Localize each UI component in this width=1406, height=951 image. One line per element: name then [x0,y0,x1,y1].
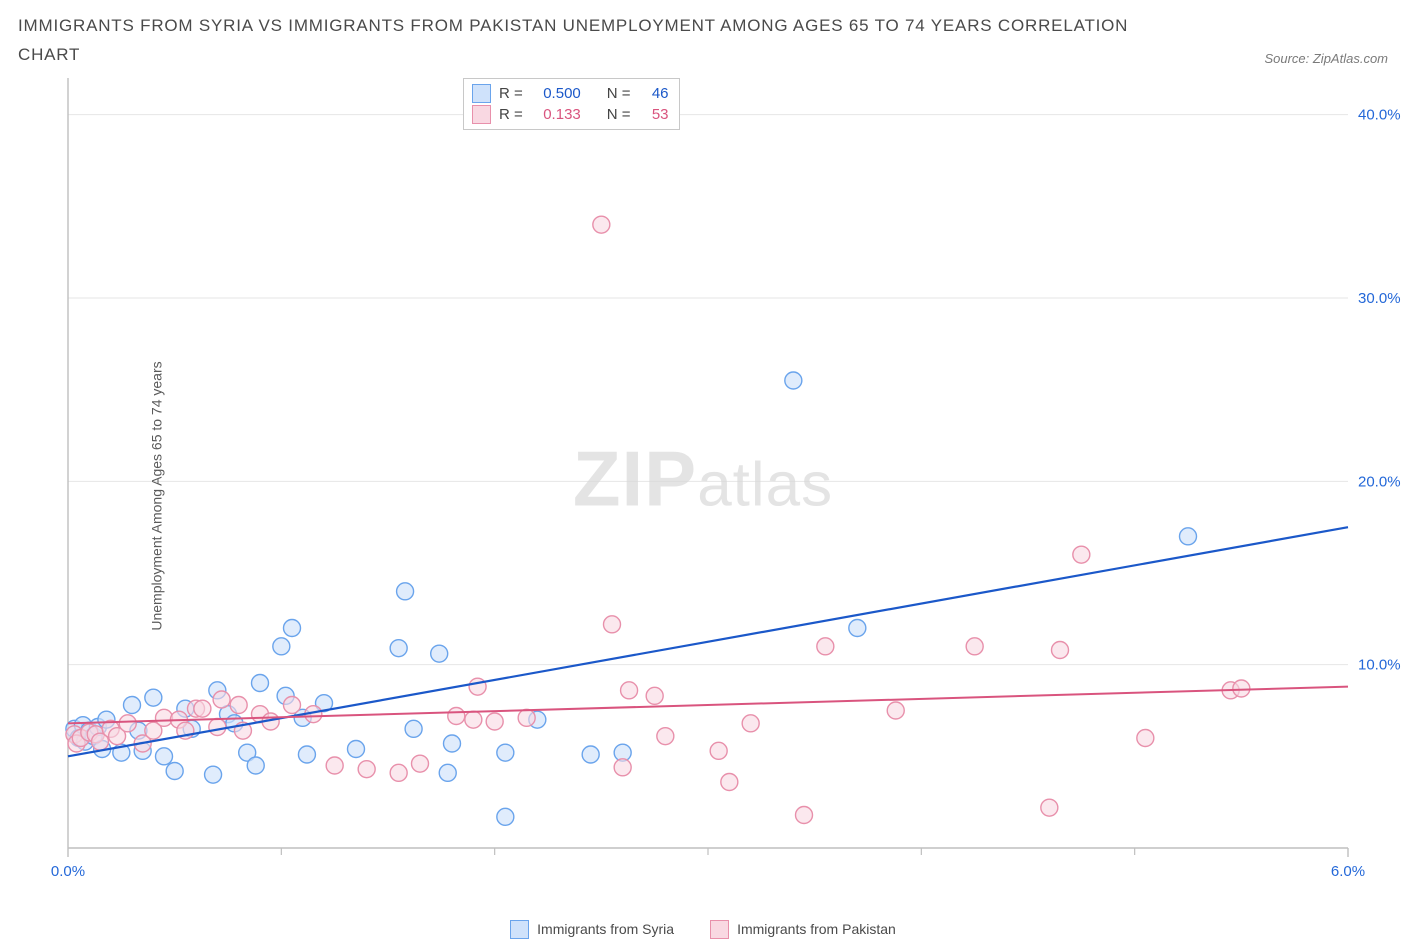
stat-n-label: N = [607,106,631,123]
svg-text:40.0%: 40.0% [1358,106,1401,123]
stat-n-value: 46 [641,85,669,102]
svg-text:6.0%: 6.0% [1331,863,1365,880]
svg-text:0.0%: 0.0% [51,863,85,880]
stat-r-label: R = [499,85,523,102]
legend-swatch [710,920,729,939]
stat-r-value: 0.500 [533,85,581,102]
stat-n-value: 53 [641,106,669,123]
source-label: Source: ZipAtlas.com [1264,51,1388,70]
svg-text:20.0%: 20.0% [1358,473,1401,490]
legend-swatch [510,920,529,939]
legend-item: Immigrants from Pakistan [710,920,896,939]
stat-n-label: N = [607,85,631,102]
stats-legend-row: R = 0.133 N = 53 [472,104,669,125]
stats-legend-row: R = 0.500 N = 46 [472,83,669,104]
stat-r-value: 0.133 [533,106,581,123]
legend-label: Immigrants from Pakistan [737,921,896,937]
chart-title: IMMIGRANTS FROM SYRIA VS IMMIGRANTS FROM… [18,12,1138,70]
chart-header: IMMIGRANTS FROM SYRIA VS IMMIGRANTS FROM… [18,12,1388,70]
y-axis-label: Unemployment Among Ages 65 to 74 years [149,361,165,630]
legend-swatch [472,105,491,124]
svg-text:30.0%: 30.0% [1358,290,1401,307]
scatter-chart-svg: 0.0% 6.0% 10.0% 20.0% 30.0% 40.0% [18,76,1406,896]
bottom-legend: Immigrants from Syria Immigrants from Pak… [18,920,1388,939]
svg-text:10.0%: 10.0% [1358,656,1401,673]
legend-item: Immigrants from Syria [510,920,674,939]
chart-area: Unemployment Among Ages 65 to 74 years Z… [18,76,1388,916]
stat-r-label: R = [499,106,523,123]
legend-swatch [472,84,491,103]
stats-legend-box: R = 0.500 N = 46 R = 0.133 N = 53 [463,78,680,130]
legend-label: Immigrants from Syria [537,921,674,937]
